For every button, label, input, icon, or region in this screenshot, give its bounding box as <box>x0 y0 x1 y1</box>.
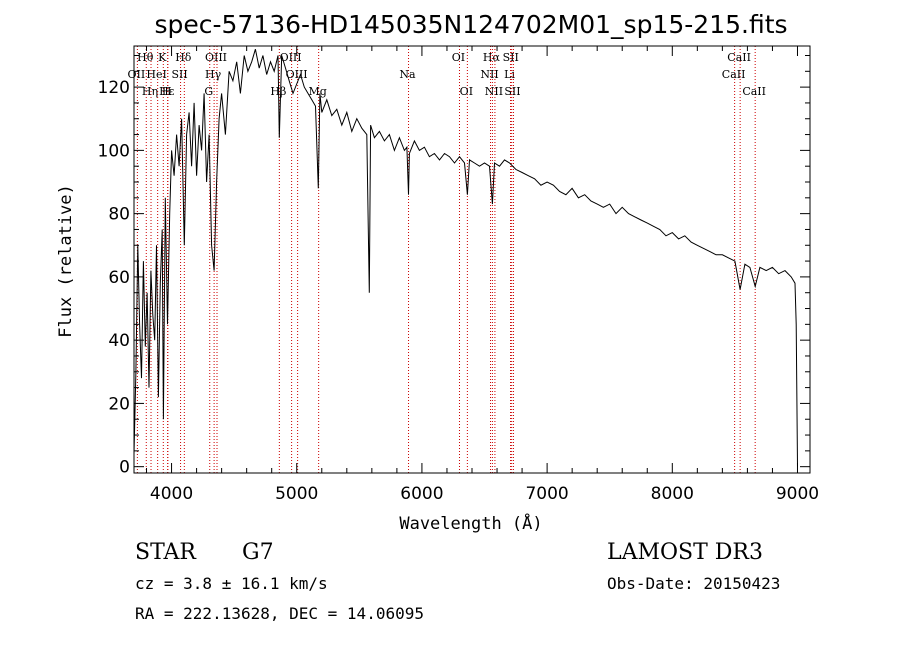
y-axis: 0 20 40 60 80 100 120 <box>98 54 810 478</box>
y-tick-label: 60 <box>108 268 130 288</box>
x-axis: 4000 5000 6000 7000 8000 9000 <box>146 46 819 504</box>
y-tick-label: 0 <box>119 458 130 478</box>
y-tick-label: 40 <box>108 331 130 351</box>
y-tick-label: 20 <box>108 394 130 414</box>
spectral-line-label: CaII <box>727 51 751 64</box>
x-tick-label: 9000 <box>776 484 819 504</box>
obs-date: Obs-Date: 20150423 <box>607 574 781 593</box>
y-tick-label: 120 <box>98 78 130 98</box>
survey-name: LAMOST DR3 <box>607 540 763 565</box>
y-tick-label: 80 <box>108 205 130 225</box>
spectral-line-label: Hγ <box>205 68 222 81</box>
spectral-line-label: OIII <box>205 51 227 64</box>
x-tick-label: 7000 <box>525 484 568 504</box>
spectral-line-label: CaII <box>722 68 746 81</box>
spectral-line-label: NII <box>480 68 498 81</box>
spectral-line-label: OIII <box>280 51 302 64</box>
spectral-line-label: Hη <box>142 85 158 98</box>
spectral-line-label: OI <box>452 51 465 64</box>
x-tick-label: 6000 <box>400 484 443 504</box>
spectral-line-label: Hε <box>159 85 175 98</box>
spectral-line-label: HeI <box>146 68 166 81</box>
spectral-line-label: Hα <box>483 51 501 64</box>
spectral-line-label: G <box>204 85 213 98</box>
spectral-line-label: OII <box>128 68 146 81</box>
spectral-line-label: SII <box>503 51 519 64</box>
spectral-line-label: K <box>158 51 167 64</box>
coordinates: RA = 222.13628, DEC = 14.06095 <box>135 604 424 623</box>
object-type: STAR <box>135 540 196 565</box>
spectral-line-label: Mg <box>308 85 326 98</box>
spectral-line-label: SII <box>504 85 520 98</box>
x-tick-label: 4000 <box>150 484 193 504</box>
x-tick-label: 8000 <box>651 484 694 504</box>
spectral-line-label: Hθ <box>137 51 154 64</box>
spectral-line-label: OI <box>460 85 473 98</box>
spectral-line-label: CaII <box>742 85 766 98</box>
spectral-line-label: OIII <box>286 68 308 81</box>
spectral-line-label: NII <box>485 85 503 98</box>
redshift-info: cz = 3.8 ± 16.1 km/s <box>135 574 328 593</box>
subclass: G7 <box>242 540 274 565</box>
spectral-line-label: Na <box>399 68 416 81</box>
spectral-line-label: H <box>162 85 172 98</box>
spectral-line-label: Li <box>504 68 515 81</box>
plot-frame <box>133 45 811 474</box>
x-tick-label: 5000 <box>275 484 318 504</box>
chart-title: spec-57136-HD145035N124702M01_sp15-215.f… <box>154 10 787 39</box>
spectrum-series-line <box>133 49 798 467</box>
y-tick-label: 100 <box>98 141 130 161</box>
y-axis-label: Flux (relative) <box>56 184 76 338</box>
spectral-line-label: SII <box>171 68 187 81</box>
spectral-line-label: Hδ <box>175 51 192 64</box>
x-axis-label: Wavelength (Å) <box>399 512 542 534</box>
